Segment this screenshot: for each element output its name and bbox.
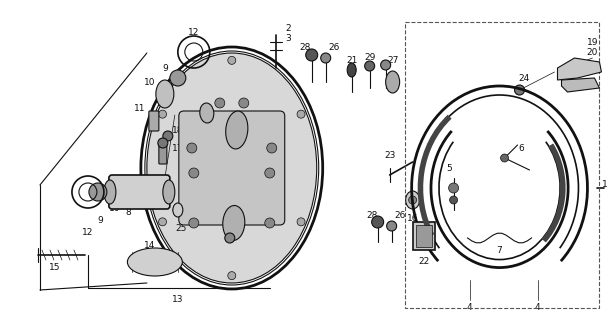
Text: 25: 25 <box>175 223 187 233</box>
Text: 28: 28 <box>366 211 378 220</box>
Ellipse shape <box>173 203 183 217</box>
FancyBboxPatch shape <box>159 144 167 164</box>
Text: 3: 3 <box>285 34 291 43</box>
Circle shape <box>215 98 225 108</box>
FancyBboxPatch shape <box>179 111 285 225</box>
Text: 20: 20 <box>587 47 598 57</box>
Circle shape <box>264 168 275 178</box>
Circle shape <box>187 143 197 153</box>
Bar <box>405 22 599 308</box>
Text: 4: 4 <box>534 303 541 313</box>
Text: 27: 27 <box>387 55 398 65</box>
Bar <box>416 225 432 247</box>
Circle shape <box>189 168 199 178</box>
Ellipse shape <box>385 71 399 93</box>
Text: 13: 13 <box>172 295 184 305</box>
Polygon shape <box>562 78 599 92</box>
Ellipse shape <box>347 63 356 77</box>
Circle shape <box>320 53 331 63</box>
Ellipse shape <box>223 205 245 241</box>
Text: 29: 29 <box>364 52 375 61</box>
Circle shape <box>387 221 396 231</box>
Circle shape <box>449 196 458 204</box>
Ellipse shape <box>163 180 175 204</box>
Circle shape <box>189 218 199 228</box>
Text: 12: 12 <box>188 28 199 36</box>
Text: 17: 17 <box>172 143 184 153</box>
Circle shape <box>228 56 236 64</box>
Text: 21: 21 <box>346 55 358 65</box>
Text: 24: 24 <box>518 74 529 83</box>
Text: 14: 14 <box>144 241 156 250</box>
Circle shape <box>225 233 235 243</box>
Ellipse shape <box>128 248 182 276</box>
Text: 8: 8 <box>125 207 131 217</box>
Text: 15: 15 <box>49 263 61 273</box>
Circle shape <box>264 218 275 228</box>
Text: 14: 14 <box>236 211 247 220</box>
Circle shape <box>297 110 305 118</box>
Ellipse shape <box>156 80 174 108</box>
Bar <box>413 222 435 250</box>
Circle shape <box>381 60 391 70</box>
Text: 11: 11 <box>134 103 146 113</box>
FancyBboxPatch shape <box>109 175 170 209</box>
Text: 2: 2 <box>285 23 291 33</box>
Circle shape <box>365 61 375 71</box>
Circle shape <box>163 131 173 141</box>
Circle shape <box>297 218 305 226</box>
Text: 12: 12 <box>82 228 94 236</box>
Text: 28: 28 <box>299 43 311 52</box>
Circle shape <box>89 183 107 201</box>
Text: 9: 9 <box>162 63 168 73</box>
Circle shape <box>228 272 236 280</box>
Circle shape <box>239 98 249 108</box>
Text: 7: 7 <box>497 245 502 254</box>
Circle shape <box>409 196 416 204</box>
Text: 10: 10 <box>109 204 120 212</box>
Text: 1: 1 <box>601 180 607 188</box>
Text: 19: 19 <box>587 37 598 46</box>
Text: 18: 18 <box>172 125 184 134</box>
Circle shape <box>371 216 384 228</box>
Text: 4: 4 <box>467 303 472 313</box>
Circle shape <box>514 85 525 95</box>
Circle shape <box>500 154 508 162</box>
Polygon shape <box>558 58 601 80</box>
Text: 16: 16 <box>407 213 418 222</box>
Ellipse shape <box>226 111 248 149</box>
Circle shape <box>159 110 167 118</box>
Ellipse shape <box>200 103 214 123</box>
FancyBboxPatch shape <box>149 111 159 131</box>
Text: 26: 26 <box>328 43 339 52</box>
Text: 22: 22 <box>418 258 429 267</box>
Text: 6: 6 <box>519 143 525 153</box>
Text: 26: 26 <box>394 211 406 220</box>
Ellipse shape <box>406 191 420 209</box>
Text: 10: 10 <box>144 77 156 86</box>
Text: 9: 9 <box>97 215 103 225</box>
Circle shape <box>267 143 277 153</box>
Circle shape <box>306 49 318 61</box>
Circle shape <box>158 138 168 148</box>
Ellipse shape <box>104 180 116 204</box>
Text: 23: 23 <box>384 150 395 159</box>
Ellipse shape <box>147 53 317 283</box>
Circle shape <box>170 70 186 86</box>
Text: 5: 5 <box>447 164 452 172</box>
Circle shape <box>449 183 458 193</box>
Circle shape <box>159 218 167 226</box>
